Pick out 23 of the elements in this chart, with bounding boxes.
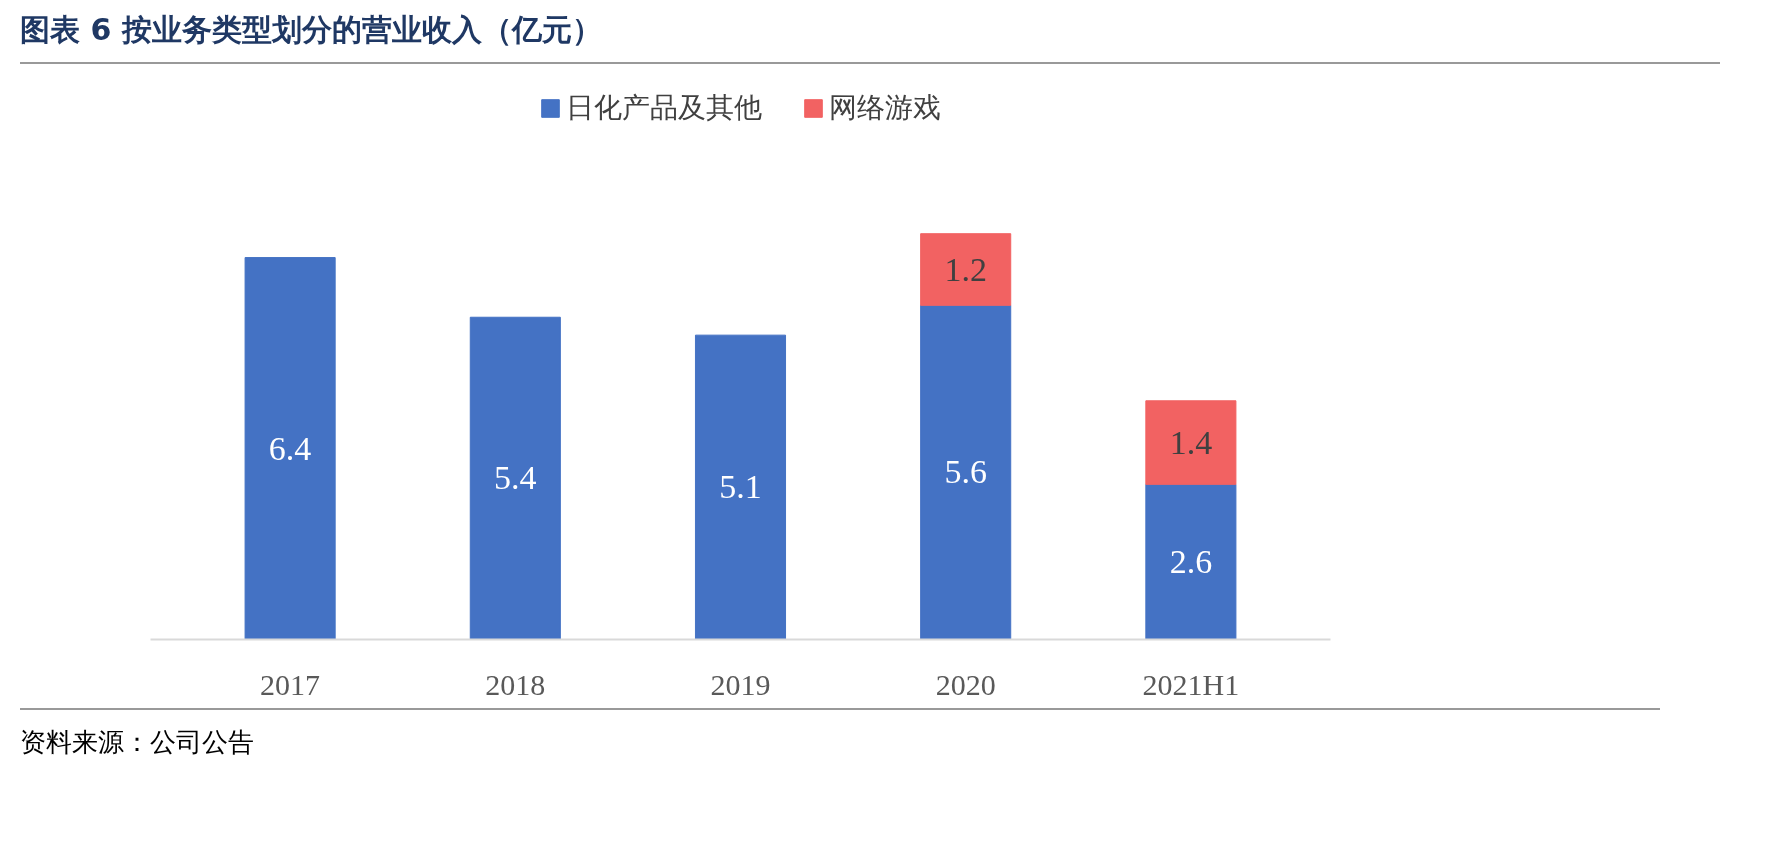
- bar: [920, 233, 1012, 306]
- x-tick-label: 2021H1: [1142, 667, 1240, 701]
- bar: [1145, 483, 1237, 640]
- chart-title: 图表 6 按业务类型划分的营业收入（亿元）: [20, 11, 602, 49]
- data-label: 6.4: [268, 429, 312, 467]
- bar: [1145, 400, 1237, 485]
- data-label: 2.6: [1169, 542, 1213, 580]
- data-label: 5.1: [719, 468, 762, 506]
- x-tick-label: 2020: [935, 667, 996, 701]
- x-tick-label: 2019: [710, 667, 771, 701]
- data-label: 1.2: [944, 250, 987, 288]
- legend-label: 日化产品及其他: [566, 89, 762, 126]
- bar: [469, 316, 561, 640]
- bar: [244, 256, 336, 640]
- data-label: 5.4: [494, 459, 537, 497]
- x-tick-label: 2017: [260, 667, 321, 701]
- bar: [694, 334, 787, 640]
- x-tick-label: 2018: [485, 667, 546, 701]
- legend-label: 网络游戏: [829, 89, 941, 126]
- data-label: 1.4: [1169, 423, 1213, 461]
- data-label: 5.6: [944, 453, 987, 491]
- text: 资料来源：公司公告: [20, 725, 254, 759]
- bar: [920, 304, 1012, 640]
